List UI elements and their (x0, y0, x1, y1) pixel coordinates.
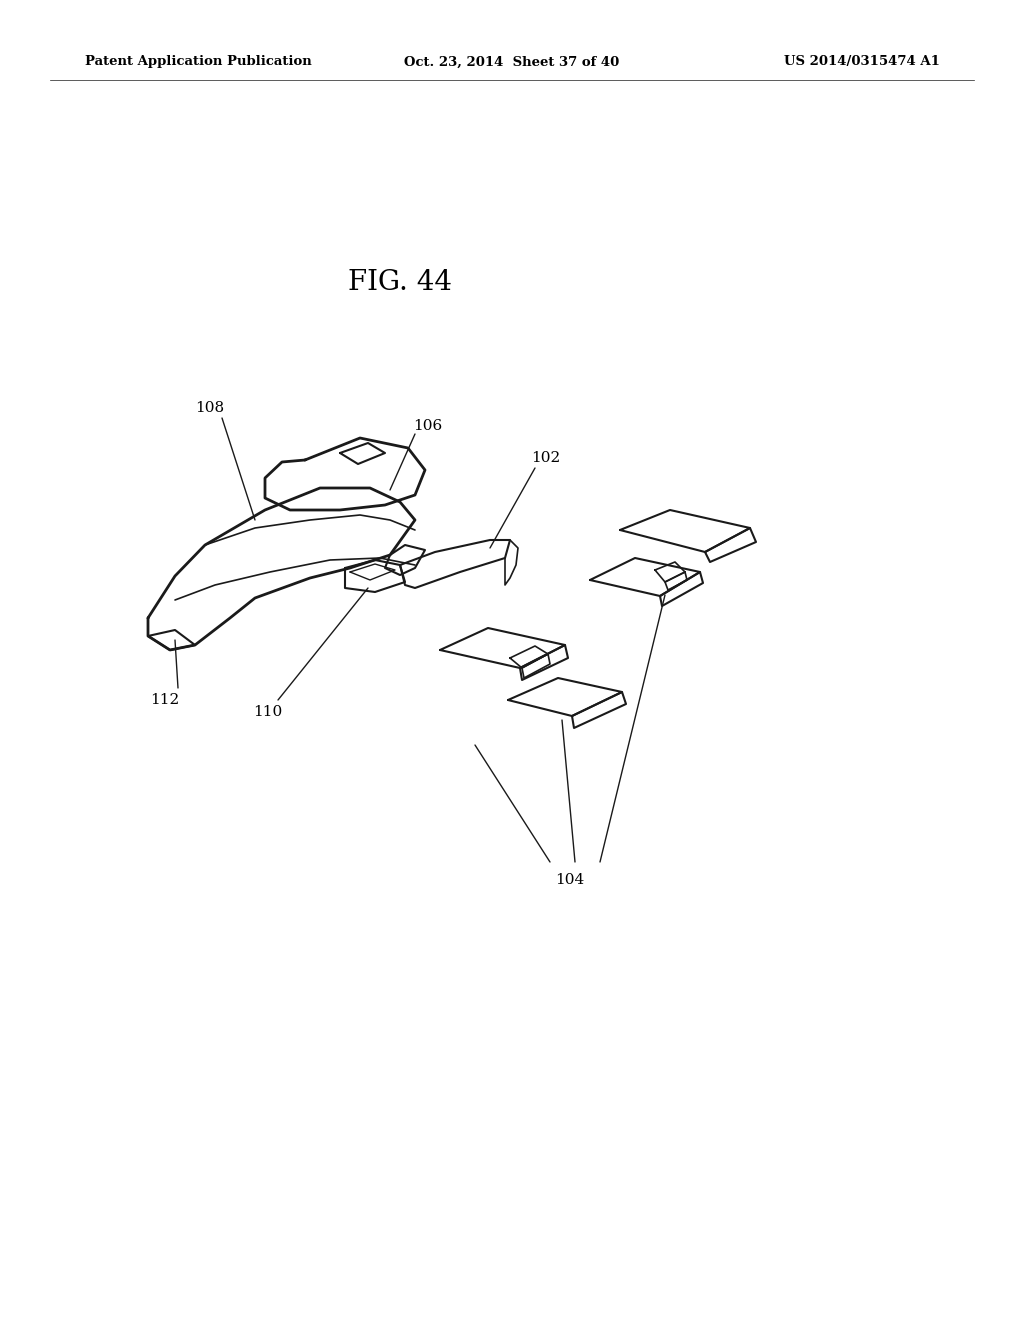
Text: FIG. 44: FIG. 44 (348, 268, 452, 296)
Text: Patent Application Publication: Patent Application Publication (85, 55, 311, 69)
Text: 104: 104 (555, 873, 585, 887)
Text: 110: 110 (253, 705, 283, 719)
Text: Oct. 23, 2014  Sheet 37 of 40: Oct. 23, 2014 Sheet 37 of 40 (404, 55, 620, 69)
Text: US 2014/0315474 A1: US 2014/0315474 A1 (784, 55, 940, 69)
Text: 112: 112 (151, 693, 179, 708)
Text: 102: 102 (531, 451, 560, 465)
Text: 108: 108 (196, 401, 224, 414)
Text: 106: 106 (414, 418, 442, 433)
